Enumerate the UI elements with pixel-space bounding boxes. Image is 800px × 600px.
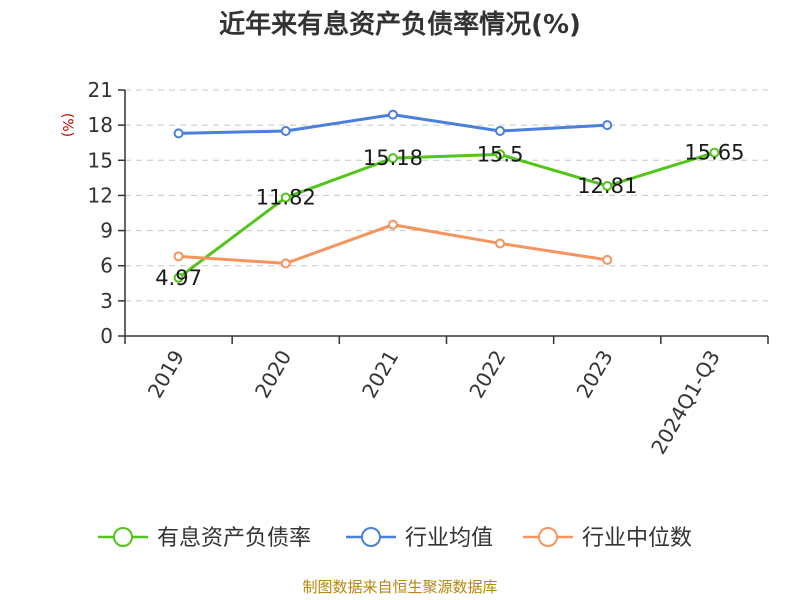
data-point bbox=[602, 254, 613, 265]
data-point bbox=[495, 126, 506, 136]
y-tick-label: 3 bbox=[100, 289, 113, 313]
source-note: 制图数据来自恒生聚源数据库 bbox=[302, 578, 497, 596]
series-lines bbox=[173, 109, 720, 283]
data-label: 15.18 bbox=[363, 146, 423, 170]
y-tick-label: 21 bbox=[88, 78, 113, 102]
data-label: 4.97 bbox=[155, 266, 202, 290]
chart-title: 近年来有息资产负债率情况(%) bbox=[219, 9, 581, 40]
data-point bbox=[495, 149, 506, 160]
y-tick-label: 12 bbox=[88, 183, 113, 207]
y-tick-label: 0 bbox=[100, 324, 113, 348]
legend-marker bbox=[361, 527, 381, 547]
y-tick-label: 6 bbox=[100, 254, 113, 278]
data-point bbox=[495, 238, 506, 249]
data-point bbox=[602, 180, 613, 191]
grid-lines bbox=[125, 89, 768, 302]
legend-marker bbox=[113, 527, 133, 547]
data-point bbox=[387, 109, 398, 120]
y-tick-label: 9 bbox=[100, 219, 113, 243]
data-point bbox=[280, 258, 291, 269]
legend-label: 行业中位数 bbox=[582, 526, 692, 551]
data-label: 11.82 bbox=[256, 186, 316, 210]
legend-label: 有息资产负债率 bbox=[157, 526, 311, 551]
data-point bbox=[709, 147, 720, 158]
legend-label: 行业均值 bbox=[405, 526, 493, 551]
legend: 有息资产负债率 行业均值 行业中位数 bbox=[98, 526, 692, 551]
series-line bbox=[177, 151, 715, 279]
x-tick-label: 2024Q1-Q3 bbox=[646, 346, 725, 458]
data-point bbox=[387, 153, 398, 164]
data-point bbox=[173, 251, 184, 262]
data-label: 15.5 bbox=[477, 142, 524, 166]
x-tick-label: 2023 bbox=[571, 346, 617, 402]
data-label: 15.65 bbox=[684, 141, 744, 165]
x-tick-label: 2019 bbox=[143, 346, 189, 402]
data-point bbox=[173, 272, 184, 283]
legend-marker bbox=[538, 527, 558, 547]
x-tick-label: 2020 bbox=[250, 346, 296, 402]
data-labels: 4.97 11.82 15.18 15.5 12.81 15.65 bbox=[155, 141, 744, 290]
data-point bbox=[280, 192, 291, 203]
data-point bbox=[387, 219, 398, 230]
y-tick-label: 15 bbox=[88, 148, 113, 172]
data-point bbox=[280, 126, 291, 136]
data-point bbox=[173, 128, 184, 139]
x-tick-label: 2021 bbox=[357, 346, 403, 402]
data-label: 12.81 bbox=[577, 174, 637, 198]
x-tick-label: 2022 bbox=[464, 346, 510, 402]
y-axis-unit: (%) bbox=[59, 113, 75, 137]
y-tick-label: 18 bbox=[88, 113, 113, 137]
data-point bbox=[602, 120, 613, 131]
